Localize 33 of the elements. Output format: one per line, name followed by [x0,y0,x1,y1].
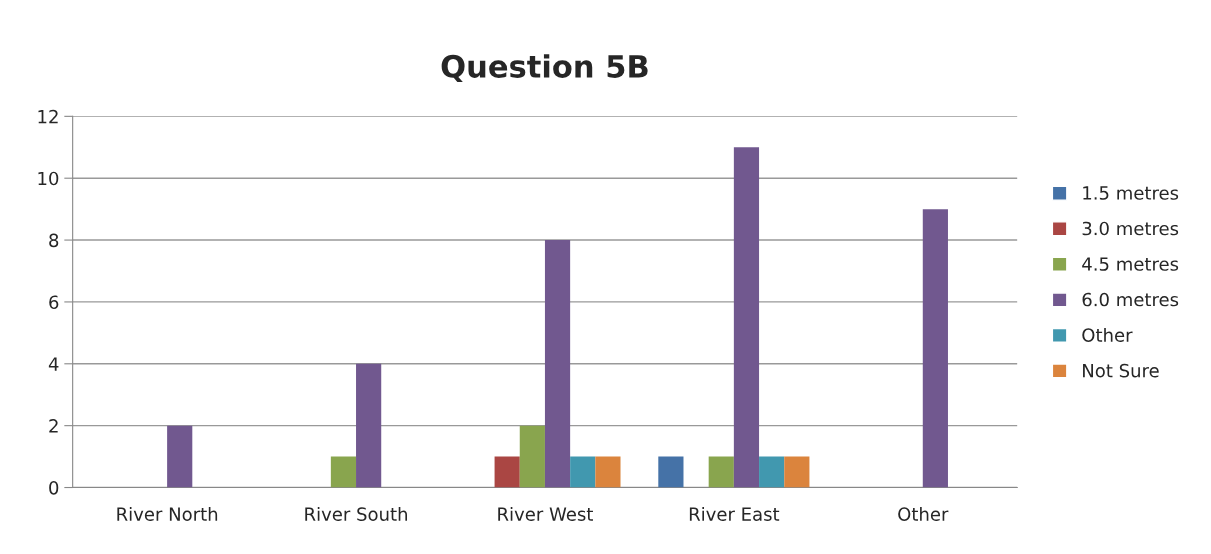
bar [494,456,520,488]
bar [595,456,621,488]
bar [570,456,596,488]
legend-label: Other [1082,327,1133,342]
bar [784,456,810,488]
y-tick-label: 6 [49,295,59,310]
bar [167,425,193,488]
x-tick-label: River North [117,506,218,521]
legend-label: 1.5 metres [1083,186,1179,200]
y-tick-label: 12 [38,109,58,124]
y-tick-label: 4 [48,357,59,371]
x-tick-label: River South [305,506,407,521]
bar [330,456,357,488]
y-tick-label: 2 [49,419,58,433]
legend-label: 4.5 metres [1082,257,1179,271]
legend-label: 3.0 metres [1082,221,1179,236]
bar [708,456,734,488]
legend-label: 6.0 metres [1082,292,1179,307]
y-tick-label: 0 [49,480,59,495]
x-tick-label: River West [498,506,593,521]
bar [356,363,382,488]
bar [544,240,571,488]
bar [733,147,760,488]
chart-title: Question 5B [441,54,648,82]
bar [658,456,684,488]
legend-label: Not Sure [1083,363,1159,378]
bar [759,456,785,488]
bar [922,209,948,488]
y-tick-label: 8 [49,233,59,248]
x-tick-label: Other [898,506,949,521]
y-tick-label: 10 [38,171,59,186]
x-tick-label: River East [689,506,780,521]
bar [519,425,545,488]
